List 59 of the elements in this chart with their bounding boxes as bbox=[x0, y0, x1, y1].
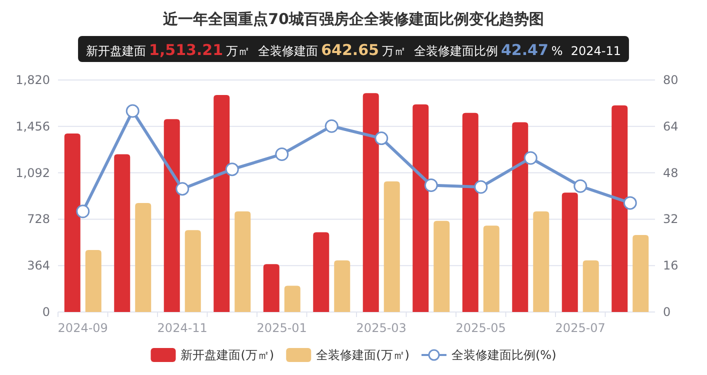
point bbox=[176, 182, 190, 196]
bar bbox=[164, 119, 180, 312]
y-tick-label: 1,456 bbox=[16, 119, 50, 134]
bar bbox=[135, 203, 152, 312]
bar bbox=[234, 211, 251, 312]
point bbox=[524, 151, 538, 165]
point bbox=[474, 180, 488, 194]
x-tick-label: 2025-07 bbox=[555, 321, 606, 335]
y2-tick-label: 48 bbox=[663, 166, 678, 180]
bar bbox=[64, 134, 80, 312]
y2-tick-label: 16 bbox=[663, 258, 678, 273]
bar bbox=[362, 93, 379, 312]
bar bbox=[313, 232, 330, 312]
x-tick-label: 2025-01 bbox=[256, 321, 307, 335]
bar bbox=[562, 192, 578, 312]
y-tick-label: 1,092 bbox=[16, 166, 50, 180]
legend-label: 全装修建面(万㎡) bbox=[316, 348, 410, 362]
y2-tick-label: 0 bbox=[663, 305, 671, 319]
x-tick-label: 2024-11 bbox=[157, 321, 208, 335]
bar bbox=[582, 260, 599, 312]
bar bbox=[214, 95, 230, 312]
y-tick-label: 364 bbox=[27, 258, 50, 273]
point bbox=[225, 162, 239, 176]
bar bbox=[533, 211, 550, 312]
point bbox=[126, 104, 140, 118]
y-tick-label: 1,820 bbox=[16, 73, 50, 87]
x-tick-label: 2024-09 bbox=[58, 321, 108, 335]
y2-tick-label: 80 bbox=[663, 73, 678, 87]
x-tick-label: 2025-03 bbox=[356, 321, 406, 335]
bar bbox=[284, 286, 300, 312]
legend-label: 新开盘建面(万㎡) bbox=[180, 348, 274, 362]
bar bbox=[334, 260, 350, 312]
bar bbox=[462, 112, 478, 312]
point bbox=[374, 132, 388, 146]
point bbox=[324, 119, 338, 133]
point bbox=[424, 178, 438, 192]
point bbox=[76, 204, 90, 218]
point bbox=[574, 179, 588, 193]
bar bbox=[263, 264, 280, 312]
bar bbox=[85, 250, 102, 312]
point bbox=[623, 196, 637, 210]
bar bbox=[184, 230, 201, 312]
legend-label: 全装修建面比例(%) bbox=[451, 348, 556, 362]
bar bbox=[384, 181, 400, 312]
tooltip: 新开盘建面 1,513.21 万㎡ 全装修建面 642.65 万㎡ 全装修建面比例 42.47 % 2024-11 bbox=[78, 36, 629, 62]
bar bbox=[483, 226, 500, 312]
y2-tick-label: 64 bbox=[663, 119, 678, 134]
bar bbox=[114, 154, 130, 312]
chart-title: 近一年全国重点70城百强房企全装修建面比例变化趋势图 bbox=[162, 10, 544, 28]
bar bbox=[434, 220, 450, 312]
point bbox=[275, 147, 289, 161]
bar bbox=[612, 105, 628, 312]
bar bbox=[632, 235, 649, 312]
y2-tick-label: 32 bbox=[663, 212, 678, 226]
bar bbox=[512, 122, 528, 312]
y-tick-label: 0 bbox=[42, 305, 50, 319]
bar bbox=[412, 104, 429, 312]
y-tick-label: 728 bbox=[27, 212, 50, 226]
x-tick-label: 2025-05 bbox=[456, 321, 506, 335]
